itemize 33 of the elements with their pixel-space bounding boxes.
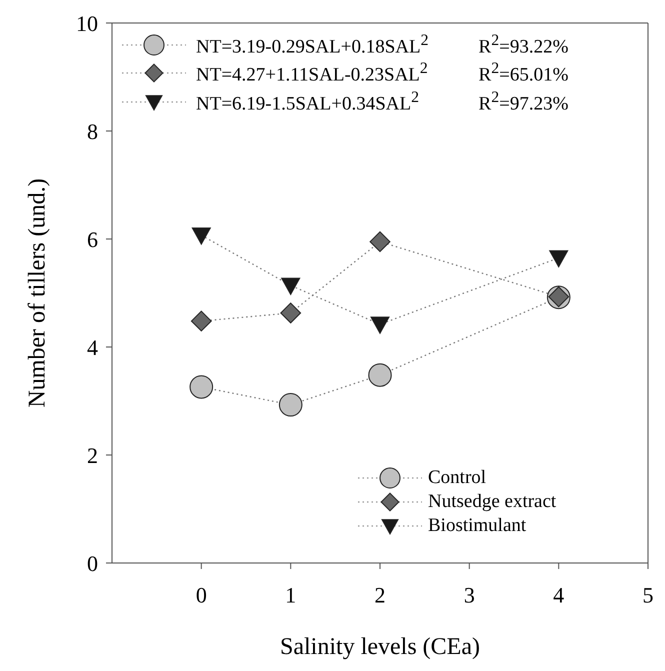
point bbox=[190, 375, 214, 399]
x-tick-label: 4 bbox=[553, 582, 564, 608]
point bbox=[278, 393, 302, 417]
y-tick-label: 10 bbox=[76, 10, 98, 36]
point bbox=[190, 310, 212, 332]
legend-label: Biostimulant bbox=[428, 515, 526, 537]
point bbox=[549, 250, 568, 268]
y-tick-label: 2 bbox=[87, 442, 98, 468]
annotation: R$^{2}$=97.23% bbox=[478, 88, 568, 115]
point bbox=[370, 231, 390, 252]
point bbox=[280, 302, 302, 324]
point bbox=[368, 363, 392, 387]
y-tick-label: 6 bbox=[87, 226, 98, 252]
annotation: R$^{2}$=93.22% bbox=[478, 32, 568, 58]
y-tick-label: 0 bbox=[87, 550, 98, 576]
x-tick-label: 1 bbox=[285, 582, 296, 608]
point bbox=[370, 316, 390, 334]
y-tick-label: 8 bbox=[87, 118, 98, 144]
y-tick-label: 4 bbox=[87, 334, 98, 360]
x-tick-label: 3 bbox=[464, 582, 475, 608]
x-tick-label: 0 bbox=[196, 582, 207, 608]
point bbox=[281, 278, 300, 295]
annotation: R$^{2}$=65.01% bbox=[478, 60, 568, 87]
annotation: NT=3.19-0.29SAL+0.18SAL$^{2}$ bbox=[196, 32, 429, 58]
legend-label: Control bbox=[428, 467, 486, 489]
annotation: NT=6.19-1.5SAL+0.34SAL$^{2}$ bbox=[196, 88, 420, 115]
x-axis-title: Salinity levels (CEa) bbox=[280, 634, 480, 660]
x-tick-label: 5 bbox=[642, 582, 654, 608]
y-axis-title: Number of tillers (und.) bbox=[24, 178, 51, 408]
x-tick-label: 2 bbox=[374, 582, 386, 608]
legend-label: Nutsedge extract bbox=[428, 491, 556, 513]
point bbox=[192, 228, 211, 245]
annotation: NT=4.27+1.11SAL-0.23SAL$^{2}$ bbox=[196, 60, 429, 87]
